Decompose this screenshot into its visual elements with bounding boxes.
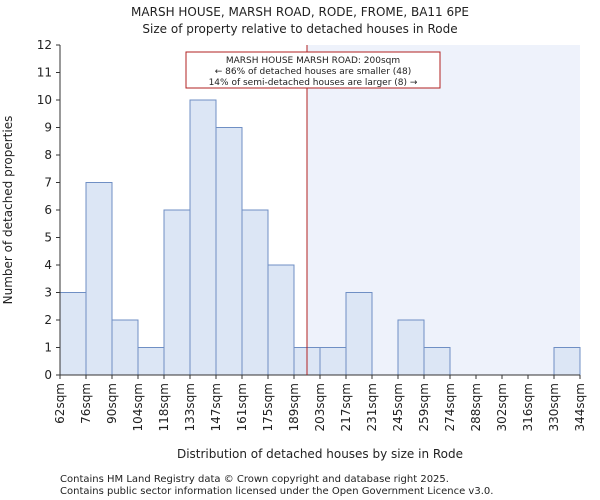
histogram-bar bbox=[319, 347, 347, 376]
y-tick-label: 1 bbox=[44, 341, 52, 355]
x-tick-label: 245sqm bbox=[391, 383, 405, 431]
histogram-bar bbox=[59, 292, 87, 376]
histogram-bar bbox=[111, 319, 139, 376]
x-tick-label: 76sqm bbox=[79, 383, 93, 424]
histogram-bar bbox=[241, 209, 269, 376]
x-tick-label: 133sqm bbox=[183, 383, 197, 431]
x-tick-label: 189sqm bbox=[287, 383, 301, 431]
histogram-bar bbox=[215, 127, 243, 376]
y-axis-label: Number of detached properties bbox=[1, 116, 15, 305]
x-tick-label: 259sqm bbox=[417, 383, 431, 431]
annotation-line-1: MARSH HOUSE MARSH ROAD: 200sqm bbox=[226, 56, 400, 66]
y-tick-label: 9 bbox=[44, 121, 52, 135]
histogram-bar bbox=[85, 182, 113, 376]
x-tick-label: 62sqm bbox=[53, 383, 67, 424]
y-tick-label: 4 bbox=[44, 258, 52, 272]
y-tick-label: 8 bbox=[44, 148, 52, 162]
annotation-line-2: ← 86% of detached houses are smaller (48… bbox=[215, 67, 412, 77]
annotation-box bbox=[185, 51, 441, 89]
x-tick-label: 175sqm bbox=[261, 383, 275, 431]
histogram-bar bbox=[397, 319, 425, 376]
histogram-bar bbox=[189, 99, 217, 376]
x-tick-label: 344sqm bbox=[573, 383, 587, 431]
histogram-bar bbox=[137, 347, 165, 376]
footer-line-1: Contains HM Land Registry data © Crown c… bbox=[60, 474, 449, 485]
histogram-bar bbox=[163, 209, 191, 376]
y-tick-label: 10 bbox=[37, 93, 52, 107]
x-tick-label: 118sqm bbox=[157, 383, 171, 431]
x-tick-label: 288sqm bbox=[469, 383, 483, 431]
x-tick-label: 161sqm bbox=[235, 383, 249, 431]
x-tick-label: 330sqm bbox=[547, 383, 561, 431]
histogram-bar bbox=[423, 347, 451, 376]
y-tick-label: 7 bbox=[44, 176, 52, 190]
x-tick-label: 90sqm bbox=[105, 383, 119, 424]
y-tick-label: 2 bbox=[44, 313, 52, 327]
x-tick-label: 316sqm bbox=[521, 383, 535, 431]
x-tick-label: 203sqm bbox=[313, 383, 327, 431]
chart-title: MARSH HOUSE, MARSH ROAD, RODE, FROME, BA… bbox=[131, 5, 469, 19]
y-tick-label: 11 bbox=[37, 66, 52, 80]
x-axis-label: Distribution of detached houses by size … bbox=[177, 447, 463, 461]
x-tick-label: 217sqm bbox=[339, 383, 353, 431]
annotation-line-3: 14% of semi-detached houses are larger (… bbox=[209, 78, 418, 88]
y-tick-label: 5 bbox=[44, 231, 52, 245]
histogram-bar bbox=[553, 347, 581, 376]
y-tick-label: 3 bbox=[44, 286, 52, 300]
x-tick-label: 231sqm bbox=[365, 383, 379, 431]
x-tick-label: 302sqm bbox=[495, 383, 509, 431]
x-tick-label: 104sqm bbox=[131, 383, 145, 431]
histogram-bar bbox=[267, 264, 295, 376]
y-tick-label: 6 bbox=[44, 203, 52, 217]
histogram-bar bbox=[345, 292, 373, 376]
y-tick-label: 12 bbox=[37, 38, 52, 52]
footer-line-2: Contains public sector information licen… bbox=[60, 486, 493, 497]
x-tick-label: 147sqm bbox=[209, 383, 223, 431]
y-tick-label: 0 bbox=[44, 368, 52, 382]
chart-subtitle: Size of property relative to detached ho… bbox=[142, 22, 457, 36]
x-tick-label: 274sqm bbox=[443, 383, 457, 431]
